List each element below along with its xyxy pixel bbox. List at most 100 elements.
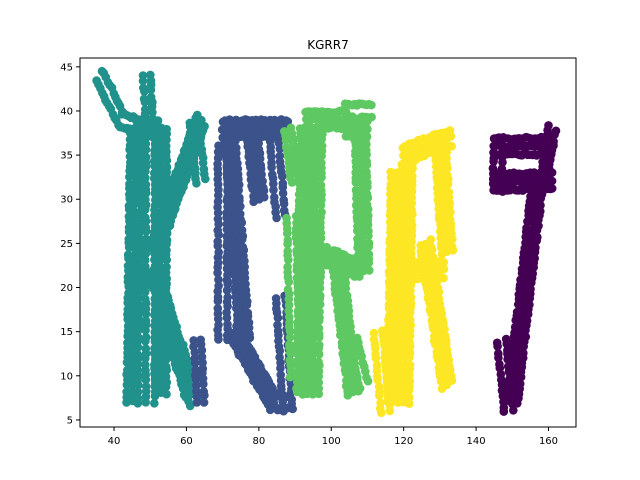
y-tick-label: 45 <box>60 62 73 73</box>
scatter-point <box>314 316 324 326</box>
scatter-point <box>141 227 151 236</box>
y-tick-label: 40 <box>60 106 73 117</box>
scatter-point <box>148 108 157 117</box>
scatter-point <box>527 278 536 288</box>
scatter-point <box>357 205 367 214</box>
x-tick-label: 40 <box>108 436 121 447</box>
scatter-point <box>198 358 207 368</box>
scatter-point <box>361 128 370 138</box>
scatter-point <box>162 135 171 145</box>
scatter-point <box>363 220 373 230</box>
scatter-point <box>199 379 208 389</box>
scatter-point <box>214 335 223 344</box>
scatter-point <box>547 176 557 186</box>
scatter-point <box>141 326 150 335</box>
y-tick-label: 25 <box>60 239 73 250</box>
scatter-point <box>150 161 159 170</box>
scatter-point <box>140 87 149 96</box>
scatter-point <box>405 353 414 362</box>
x-tick-label: 100 <box>322 436 341 447</box>
scatter-point <box>150 337 160 346</box>
scatter-point <box>550 130 559 139</box>
scatter-point <box>153 116 163 125</box>
scatter-point <box>295 353 304 363</box>
scatter-point <box>503 355 512 364</box>
series-0 <box>92 66 210 411</box>
scatter-point <box>356 265 365 275</box>
scatter-point <box>281 136 291 145</box>
scatter-point <box>362 172 372 181</box>
scatter-point <box>267 163 276 172</box>
scatter-point <box>363 182 372 192</box>
scatter-point <box>365 266 374 275</box>
scatter-point <box>426 235 436 244</box>
x-tick-label: 60 <box>180 436 193 447</box>
scatter-point <box>355 384 365 393</box>
scatter-point <box>278 182 288 192</box>
scatter-point <box>140 255 150 265</box>
scatter-point <box>150 189 160 198</box>
scatter-point <box>380 341 389 350</box>
scatter-point <box>285 372 295 382</box>
scatter-point <box>364 231 373 241</box>
scatter-point <box>405 393 414 402</box>
scatter-point <box>385 406 395 416</box>
scatter-point <box>448 246 458 255</box>
scatter-point <box>288 404 298 414</box>
scatter-point <box>237 235 247 244</box>
scatter-point <box>284 277 294 287</box>
scatter-point <box>187 137 196 146</box>
scatter-point <box>516 372 526 382</box>
scatter-point <box>315 300 325 309</box>
scatter-point <box>185 401 195 411</box>
scatter-point <box>489 185 498 195</box>
scatter-point <box>156 344 165 353</box>
scatter-point <box>408 164 417 174</box>
scatter-point <box>255 154 265 164</box>
scatter-point <box>489 141 499 151</box>
scatter-point <box>315 283 325 293</box>
scatter-point <box>241 279 250 289</box>
scatter-point <box>237 218 247 227</box>
scatter-point <box>493 342 502 351</box>
scatter-point <box>192 398 202 407</box>
scatter-point <box>231 136 240 145</box>
scatter-point <box>407 237 416 246</box>
scatter-point <box>443 179 453 189</box>
series-4 <box>488 121 561 416</box>
scatter-point <box>133 336 143 346</box>
scatter-point <box>259 192 269 202</box>
y-tick-label: 20 <box>60 283 73 294</box>
scatter-point <box>499 407 509 416</box>
scatter-point <box>375 391 384 400</box>
scatter-point <box>294 372 304 381</box>
scatter-point <box>150 150 159 160</box>
scatter-point <box>502 339 512 349</box>
scatter-point <box>279 406 288 416</box>
scatter-point <box>406 293 416 302</box>
scatter-point <box>292 238 302 248</box>
scatter-point <box>156 157 165 166</box>
scatter-points <box>92 66 561 418</box>
scatter-point <box>275 144 285 154</box>
scatter-point <box>128 380 137 390</box>
scatter-point <box>134 380 143 390</box>
scatter-point <box>213 268 222 278</box>
scatter-point <box>214 230 223 239</box>
scatter-point <box>364 242 374 252</box>
scatter-point <box>314 349 324 359</box>
scatter-point <box>276 363 285 373</box>
scatter-point <box>439 264 449 274</box>
scatter-point <box>141 167 150 176</box>
scatter-point <box>141 188 151 198</box>
scatter-point <box>284 255 293 265</box>
scatter-point <box>222 286 232 295</box>
scatter-point <box>151 195 160 205</box>
scatter-point <box>488 179 498 189</box>
scatter-point <box>405 308 415 318</box>
scatter-point <box>150 375 160 384</box>
scatter-point <box>190 358 200 368</box>
scatter-point <box>240 262 249 272</box>
scatter-point <box>254 139 263 148</box>
